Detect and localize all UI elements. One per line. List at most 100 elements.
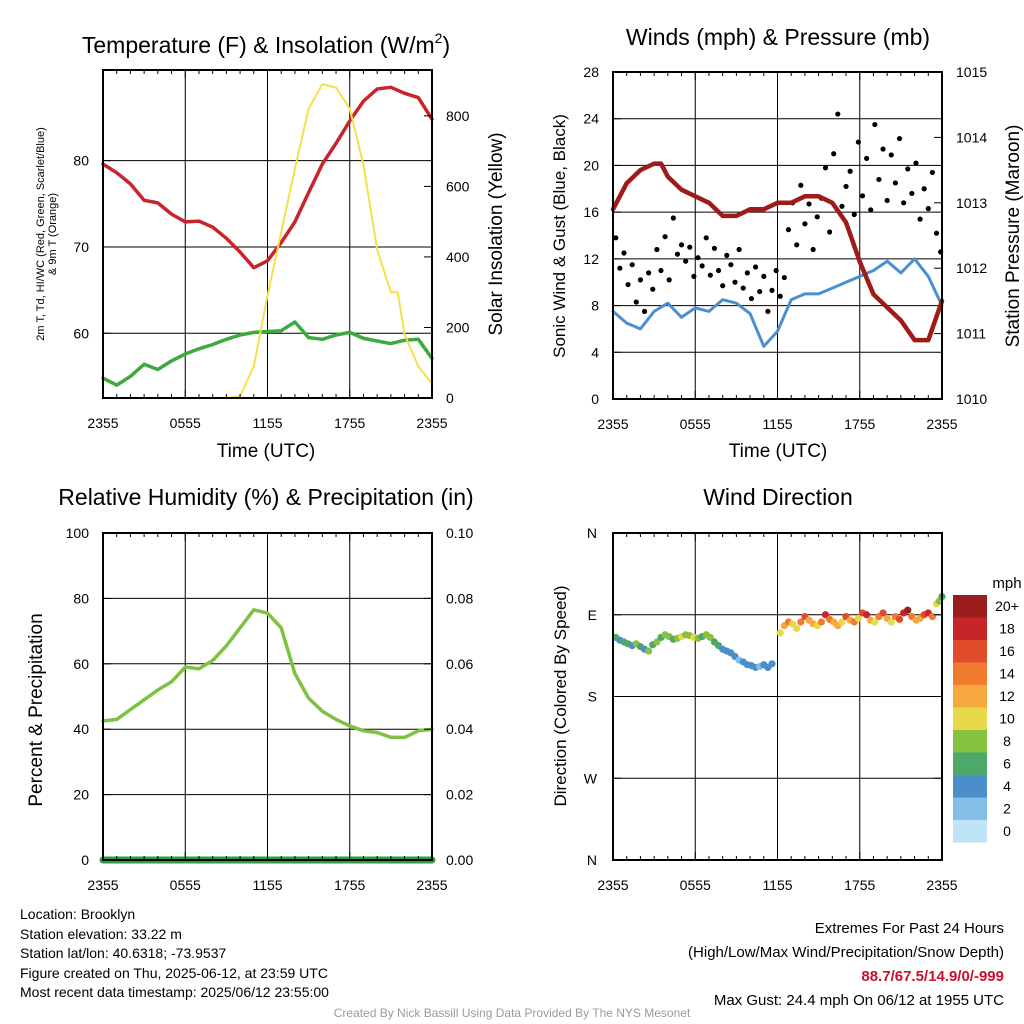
direction-legend-title: mph [992,575,1021,592]
legend-swatch [953,595,987,618]
gust-point [925,206,931,212]
x-tick-label: 2355 [597,877,628,893]
relative-humidity-line [101,608,434,740]
legend-label: 6 [1003,756,1011,772]
gust-point [683,258,689,264]
legend-label: 10 [999,711,1015,727]
x-tick-label: 2355 [87,415,118,431]
gust-point [802,221,808,227]
gust-point [654,246,660,253]
station-info: Location: Brooklyn Station elevation: 33… [20,905,329,1003]
y-tick-label: 60 [73,325,89,341]
location-text: Location: Brooklyn [20,906,136,922]
gust-point [933,230,940,236]
gust-point [695,255,701,261]
gust-point [757,288,763,295]
gust-point [905,166,911,172]
direction-point [793,624,801,632]
direction-plot [612,592,946,672]
gust-point [864,155,870,162]
winds-y2label: Station Pressure (Maroon) [1003,125,1024,348]
winds-ylabel: Sonic Wind & Gust (Blue, Black) [550,114,569,358]
gust-point [769,287,775,293]
legend-swatch [953,730,987,753]
direction-point [904,606,912,614]
gust-point [822,165,829,171]
winds-ticks: 2355 0555 1155 1755 2355 0 4 8 12 16 20 24 28 1010 101… [583,64,987,432]
gust-point [621,250,627,256]
humidity-ylabel: Percent & Precipitation [26,613,47,806]
y-tick-label: 60 [73,656,89,672]
direction-ylabel: Direction (Colored By Speed) [551,585,570,806]
gust-point [798,182,804,188]
y-tick-label: 100 [66,525,90,541]
gust-point [658,267,664,274]
gust-point [752,264,759,270]
direction-grid [613,533,942,860]
gust-point [831,151,837,157]
direction-point [887,618,895,626]
temperature-grid [103,70,432,398]
temperature-xlabel: Time (UTC) [217,441,316,462]
winds-title: Winds (mph) & Pressure (mb) [626,24,930,50]
gust-point [826,229,833,235]
x-tick-label: 2355 [87,877,118,893]
direction-point [838,618,846,626]
gust-point [625,281,631,288]
x-tick-label: 1755 [334,415,365,431]
max-gust-text: Max Gust: 24.4 mph On 06/12 at 1955 UTC [713,992,1004,1009]
2m-t-line [101,85,434,270]
gust-point [662,234,668,240]
x-tick-label: 2355 [416,415,447,431]
direction-point [797,618,805,626]
gust-point [896,135,903,142]
y-tick-label: 0 [81,852,89,868]
gust-point [629,262,635,268]
x-tick-label: 0555 [680,416,711,432]
sonic-wind-line [611,257,944,348]
direction-point [928,612,937,621]
temperature-title: Temperature (F) & Insolation (W/m2) [82,30,450,58]
legend-swatch [953,797,987,820]
y-tick-label: 8 [591,298,599,314]
y-tick-label: 80 [73,590,89,606]
temperature-y2label: Solar Insolation (Yellow) [486,132,507,335]
gust-point [740,285,746,291]
legend-label: 20+ [995,598,1019,614]
gust-point [666,277,672,283]
direction-point [871,618,879,626]
x-tick-label: 1155 [762,877,792,893]
temperature-panel: Temperature (F) & Insolation (W/m2) 2355… [35,30,507,462]
gust-point [909,190,915,197]
gust-point [785,227,792,233]
gust-point [732,279,738,285]
extremes-subtitle: (High/Low/Max Wind/Precipitation/Snow De… [688,944,1004,961]
gust-point [707,272,713,278]
direction-panel: Wind Direction 2355 0555 1155 1755 2355NESWN… [551,484,1022,893]
gust-point [777,293,783,299]
gust-point [913,160,919,166]
gust-point [859,193,866,199]
gust-point [761,273,767,279]
x-tick-label: 1155 [252,415,282,431]
direction-point [895,615,904,623]
legend-label: 2 [1003,801,1011,817]
y2-tick-label: 0 [446,390,454,406]
y-tick-label: 20 [73,787,89,803]
credit-text: Created By Nick Bassill Using Data Provi… [333,1006,691,1020]
gust-point [703,235,709,241]
x-tick-label: 1155 [762,416,792,432]
x-tick-label: 0555 [170,877,201,893]
gust-point [711,245,718,251]
gust-point [806,201,812,207]
legend-label: 14 [999,666,1015,682]
x-tick-label: 2355 [416,877,447,893]
gust-point [724,252,730,258]
legend-label: 8 [1003,733,1011,749]
gust-point [617,265,623,271]
winds-grid [613,72,942,399]
elevation-text: Station elevation: 33.22 m [20,925,182,942]
winds-xlabel: Time (UTC) [729,441,828,462]
gust-point [613,235,619,241]
gust-point [687,244,693,250]
